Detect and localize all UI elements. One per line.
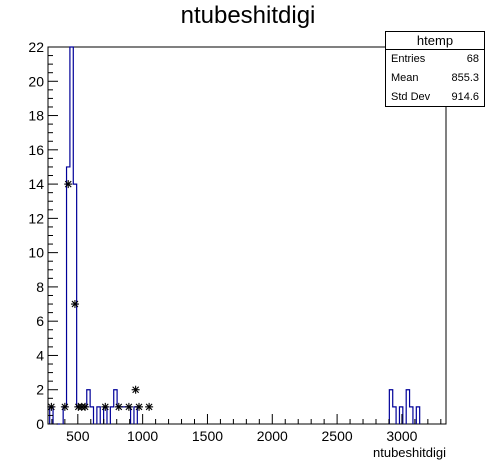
data-marker	[64, 180, 73, 189]
y-tick-label: 6	[36, 313, 44, 329]
y-tick-label: 16	[28, 142, 44, 158]
stats-value: 855.3	[451, 72, 479, 84]
x-tick-label: 3000	[386, 428, 417, 444]
data-marker	[114, 402, 123, 411]
y-tick-label: 4	[36, 347, 44, 363]
stats-box-title: htemp	[386, 32, 484, 50]
data-marker	[60, 402, 69, 411]
data-marker	[70, 300, 79, 309]
chart-title: ntubeshitdigi	[180, 2, 316, 29]
y-tick-label: 12	[28, 210, 44, 226]
stats-label: Mean	[391, 72, 419, 84]
stats-row-mean: Mean 855.3	[386, 69, 484, 88]
y-tick-label: 0	[36, 416, 44, 432]
data-marker	[81, 402, 90, 411]
y-tick-label: 8	[36, 279, 44, 295]
x-axis-label: ntubeshitdigi	[373, 445, 446, 460]
data-marker	[135, 402, 144, 411]
y-tick-label: 2	[36, 382, 44, 398]
histogram-line	[49, 46, 421, 425]
y-tick-label: 20	[28, 73, 44, 89]
y-tick-label: 10	[28, 245, 44, 261]
y-tick-label: 18	[28, 108, 44, 124]
x-tick-label: 500	[66, 428, 90, 444]
stats-row-entries: Entries 68	[386, 50, 484, 69]
x-tick-label: 2500	[322, 428, 353, 444]
stats-value: 914.6	[451, 91, 479, 103]
x-tick-label: 2000	[257, 428, 288, 444]
stats-label: Entries	[391, 53, 426, 65]
data-marker	[145, 402, 154, 411]
x-tick-label: 1500	[192, 428, 223, 444]
data-marker	[101, 402, 110, 411]
stats-box: htemp Entries 68 Mean 855.3 Std Dev 914.…	[385, 31, 485, 107]
data-marker	[124, 402, 133, 411]
y-tick-label: 14	[28, 176, 44, 192]
data-marker	[131, 385, 140, 394]
stats-label: Std Dev	[391, 91, 431, 103]
y-tick-label: 22	[28, 39, 44, 55]
x-tick-label: 1000	[127, 428, 158, 444]
stats-row-stddev: Std Dev 914.6	[386, 88, 484, 107]
stats-value: 68	[466, 53, 479, 65]
